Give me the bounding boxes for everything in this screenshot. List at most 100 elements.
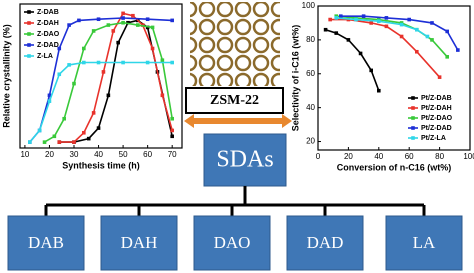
data-point xyxy=(101,70,106,74)
data-point xyxy=(106,93,111,98)
tree-connector xyxy=(44,186,426,216)
data-point xyxy=(131,13,135,18)
data-point xyxy=(145,17,150,22)
data-point xyxy=(150,25,155,30)
data-point xyxy=(121,11,125,16)
data-point xyxy=(399,22,404,27)
data-point xyxy=(456,48,460,52)
legend-marker xyxy=(411,136,415,140)
framework-image xyxy=(190,2,280,86)
series-line xyxy=(44,21,173,143)
legend-marker xyxy=(27,32,31,36)
data-point xyxy=(47,93,52,98)
data-point xyxy=(96,126,101,130)
legend-label: Pt/Z-DAB xyxy=(421,95,452,102)
data-point xyxy=(57,140,62,144)
data-point xyxy=(28,140,32,144)
legend-label: Pt/Z-DAD xyxy=(421,125,452,132)
y-tick-label: 20 xyxy=(306,137,315,146)
x-tick-label: 20 xyxy=(45,150,54,159)
data-point xyxy=(106,23,111,27)
double-arrow xyxy=(184,114,292,128)
data-point xyxy=(82,60,86,65)
x-axis-label: Synthesis time (h) xyxy=(62,160,140,170)
data-point xyxy=(77,18,81,23)
legend-marker xyxy=(411,96,415,100)
data-point xyxy=(369,21,373,25)
template-box: DAH xyxy=(100,215,178,271)
template-label: DAO xyxy=(214,233,251,252)
data-point xyxy=(82,46,86,51)
data-point xyxy=(437,75,442,79)
legend-label: Z-LA xyxy=(37,53,53,60)
data-point xyxy=(425,34,430,39)
data-point xyxy=(361,14,366,18)
data-point xyxy=(62,116,66,121)
data-point xyxy=(339,14,343,18)
series-line xyxy=(330,18,441,78)
data-point xyxy=(334,16,339,20)
data-point xyxy=(121,16,125,20)
data-point xyxy=(145,60,150,65)
data-point xyxy=(116,40,120,45)
legend-label: Z-DAO xyxy=(37,31,60,38)
data-point xyxy=(399,34,404,39)
x-tick-label: 50 xyxy=(119,150,128,159)
data-point xyxy=(111,29,116,33)
legend-label: Z-DAB xyxy=(37,9,59,16)
data-point xyxy=(160,93,165,98)
data-point xyxy=(57,72,62,77)
series-line xyxy=(29,17,173,143)
legend-label: Pt/Z-DAO xyxy=(421,115,453,122)
y-tick-label: 80 xyxy=(306,35,315,44)
data-point xyxy=(358,51,363,56)
y-axis-label: Selectivity of i-C16 (wt%) xyxy=(290,25,300,132)
legend-marker xyxy=(27,43,31,47)
data-point xyxy=(170,60,174,65)
y-tick-label: 60 xyxy=(306,69,315,78)
data-point xyxy=(91,111,96,115)
data-point xyxy=(170,128,174,133)
series-line xyxy=(29,61,173,143)
data-point xyxy=(445,29,449,34)
data-point xyxy=(369,68,373,73)
data-point xyxy=(170,18,174,23)
data-point xyxy=(384,16,389,20)
data-point xyxy=(67,63,71,67)
data-point xyxy=(323,27,328,32)
data-point xyxy=(407,17,411,22)
template-rect xyxy=(100,215,178,271)
data-point xyxy=(430,38,434,42)
data-point xyxy=(136,23,140,27)
data-point xyxy=(86,136,91,141)
data-point xyxy=(328,17,332,22)
chart: 02040608010020406080100Conversion of n-C… xyxy=(290,1,474,172)
template-box: DAB xyxy=(7,215,85,271)
chart: 10 20 30 40 50 60 70 Synthesis time (h) Relative… xyxy=(1,3,183,170)
x-tick-label: 40 xyxy=(94,150,103,159)
sda-box: SDAs xyxy=(203,133,287,187)
template-rect xyxy=(286,215,364,271)
data-point xyxy=(96,60,101,65)
legend-label: Pt/Z-LA xyxy=(421,135,446,142)
template-rect xyxy=(385,215,463,271)
data-point xyxy=(384,24,389,29)
x-tick-label: 70 xyxy=(168,150,177,159)
data-point xyxy=(334,31,339,35)
template-box: DAD xyxy=(286,215,364,271)
x-tick-label: 0 xyxy=(316,152,321,161)
legend-label: Z-DAH xyxy=(37,20,59,27)
data-point xyxy=(445,55,449,59)
template-box: DAO xyxy=(193,215,271,271)
x-tick-label: 60 xyxy=(143,150,152,159)
x-tick-label: 40 xyxy=(374,152,383,161)
data-point xyxy=(57,46,62,51)
data-point xyxy=(121,60,125,65)
template-label: DAH xyxy=(121,233,158,252)
x-tick-label: 20 xyxy=(344,152,353,161)
legend-label: Z-DAD xyxy=(37,42,59,49)
template-label: DAB xyxy=(28,233,64,252)
template-rect xyxy=(7,215,85,271)
data-point xyxy=(37,128,42,133)
